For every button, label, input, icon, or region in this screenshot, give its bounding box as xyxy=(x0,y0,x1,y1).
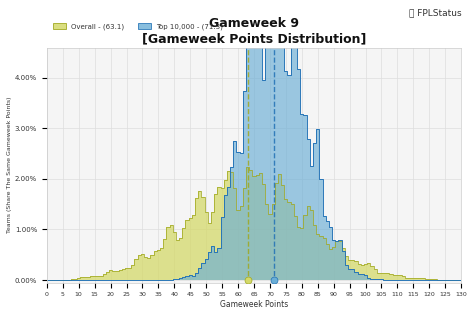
Text: ⚽ FPLStatus: ⚽ FPLStatus xyxy=(409,8,461,17)
Y-axis label: Teams (Share The Same Gameweek Points): Teams (Share The Same Gameweek Points) xyxy=(7,97,12,233)
Legend: Overall - (63.1), Top 10,000 - (71.3): Overall - (63.1), Top 10,000 - (71.3) xyxy=(50,21,226,33)
X-axis label: Gameweek Points: Gameweek Points xyxy=(220,300,288,309)
Title: Gameweek 9
[Gameweek Points Distribution]: Gameweek 9 [Gameweek Points Distribution… xyxy=(142,17,366,45)
